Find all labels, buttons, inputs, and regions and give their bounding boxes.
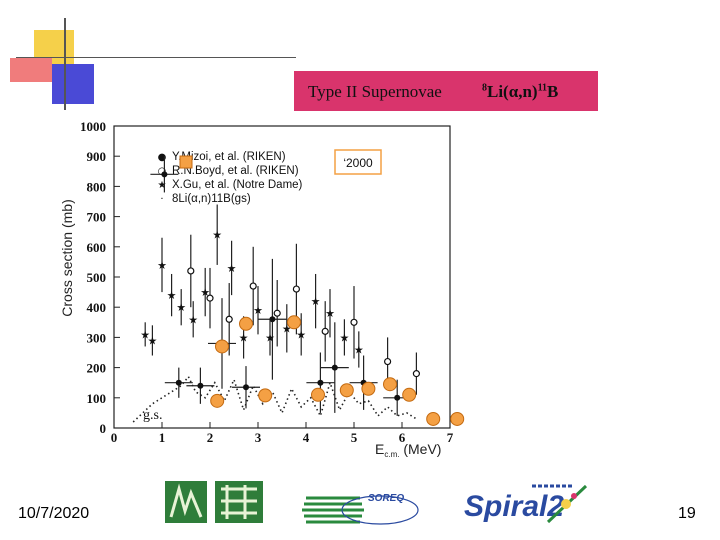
legend-symbol: ●	[158, 152, 167, 163]
highlight-point	[426, 411, 441, 426]
highlight-point	[361, 381, 376, 396]
data-point-boyd	[273, 309, 281, 317]
legend-symbol: ★	[158, 180, 167, 191]
data-point-boyd	[350, 318, 358, 326]
x-tick-label: 0	[111, 430, 118, 445]
data-point-gu: ★	[212, 229, 222, 242]
data-point-boyd	[292, 285, 300, 293]
year-annotation: ‘2000	[343, 156, 373, 170]
data-point-gu: ★	[167, 289, 177, 302]
title-reaction: 8Li(α,n)11B	[482, 82, 559, 101]
y-tick-label: 200	[87, 361, 107, 376]
data-point-gu: ★	[296, 328, 306, 341]
data-point-boyd	[384, 357, 392, 366]
data-point-gu: ★	[176, 301, 186, 314]
data-point-boyd	[249, 282, 257, 290]
y-tick-label: 900	[87, 149, 107, 164]
soreq-label: SOREQ	[368, 493, 404, 504]
data-point-gu: ★	[157, 259, 167, 272]
y-tick-label: 800	[87, 179, 107, 194]
y-tick-label: 600	[87, 240, 107, 255]
highlight-point	[287, 315, 301, 330]
x-tick-label: 1	[159, 430, 166, 445]
legend-label: R.N.Boyd, et al. (RIKEN)	[172, 165, 299, 177]
data-point-gu: ★	[325, 307, 335, 320]
data-point-gu: ★	[147, 334, 157, 347]
data-point-boyd	[225, 315, 233, 323]
highlight-point	[258, 388, 273, 403]
x-tick-label: 6	[399, 430, 406, 445]
deco-horizontal-line	[16, 57, 296, 58]
data-point-gu: ★	[311, 295, 321, 308]
highlight-point	[450, 411, 465, 426]
y-tick-label: 400	[87, 300, 107, 315]
y-tick-label: 0	[100, 421, 107, 436]
data-point-mizoi	[331, 364, 338, 371]
legend-symbol: ·	[160, 194, 163, 205]
spiral2-logo: Spiral2	[462, 482, 592, 526]
x-axis-label: Ec.m. (MeV)	[375, 441, 441, 459]
data-point-mizoi	[161, 171, 168, 178]
data-point-gu: ★	[253, 304, 263, 317]
x-tick-label: 2	[207, 430, 214, 445]
data-point-boyd	[187, 267, 195, 275]
y-tick-label: 700	[87, 210, 107, 225]
data-point-gu: ★	[282, 322, 292, 335]
highlight-point	[339, 383, 354, 398]
data-point-gu: ★	[265, 331, 275, 344]
legend-label: X.Gu, et al. (Notre Dame)	[172, 179, 303, 191]
left-logo	[165, 481, 265, 523]
soreq-logo: SOREQ	[300, 488, 420, 528]
data-point-gu: ★	[200, 286, 210, 299]
deco-red-square	[10, 58, 52, 82]
data-point-boyd	[321, 327, 329, 335]
legend-orange-square	[179, 155, 193, 169]
x-tick-label: 5	[351, 430, 358, 445]
highlight-point	[239, 316, 253, 331]
deco-vertical-line	[64, 18, 66, 110]
page-number: 19	[678, 505, 696, 522]
highlight-point	[383, 377, 397, 392]
data-point-mizoi	[394, 394, 401, 401]
highlight-point	[311, 387, 325, 402]
highlight-point	[210, 393, 225, 408]
data-point-gu: ★	[188, 313, 198, 326]
data-point-mizoi	[175, 379, 182, 386]
data-point-gu: ★	[227, 262, 237, 275]
x-tick-label: 3	[255, 430, 262, 445]
data-point-mizoi	[197, 382, 204, 389]
data-point-mizoi	[243, 384, 249, 391]
data-point-gu: ★	[339, 331, 349, 344]
gs-annotation: g.s.	[143, 408, 162, 423]
legend-label: 8Li(α,n)11B(gs)	[172, 193, 251, 205]
highlight-point	[215, 339, 229, 354]
data-point-boyd	[206, 294, 214, 302]
data-point-gu: ★	[239, 331, 249, 344]
slide-date: 10/7/2020	[18, 505, 90, 522]
y-axis-label: Cross section (mb)	[59, 199, 75, 316]
data-point-gu: ★	[354, 343, 364, 356]
legend-symbol: ○	[158, 166, 167, 177]
model-curve	[132, 375, 417, 423]
x-tick-label: 7	[447, 430, 454, 445]
highlight-point	[402, 387, 417, 402]
year-annotation-box	[334, 149, 382, 175]
data-point-gu: ★	[140, 328, 150, 341]
data-point-mizoi	[269, 316, 276, 323]
y-tick-label: 100	[87, 391, 107, 406]
data-point-boyd	[412, 370, 420, 378]
slide-title: Type II Supernovae 8Li(α,n)11B	[294, 71, 598, 111]
x-tick-label: 4	[303, 430, 310, 445]
title-text: Type II Supernovae	[308, 82, 442, 101]
legend-label: Y.Mizoi, et al. (RIKEN)	[172, 151, 286, 163]
y-tick-label: 300	[87, 330, 107, 345]
deco-blue-square	[52, 64, 94, 104]
data-point-mizoi	[317, 379, 324, 386]
y-tick-label: 500	[87, 270, 107, 285]
spiral2-label: Spiral2	[464, 490, 564, 523]
y-tick-label: 1000	[80, 119, 106, 134]
